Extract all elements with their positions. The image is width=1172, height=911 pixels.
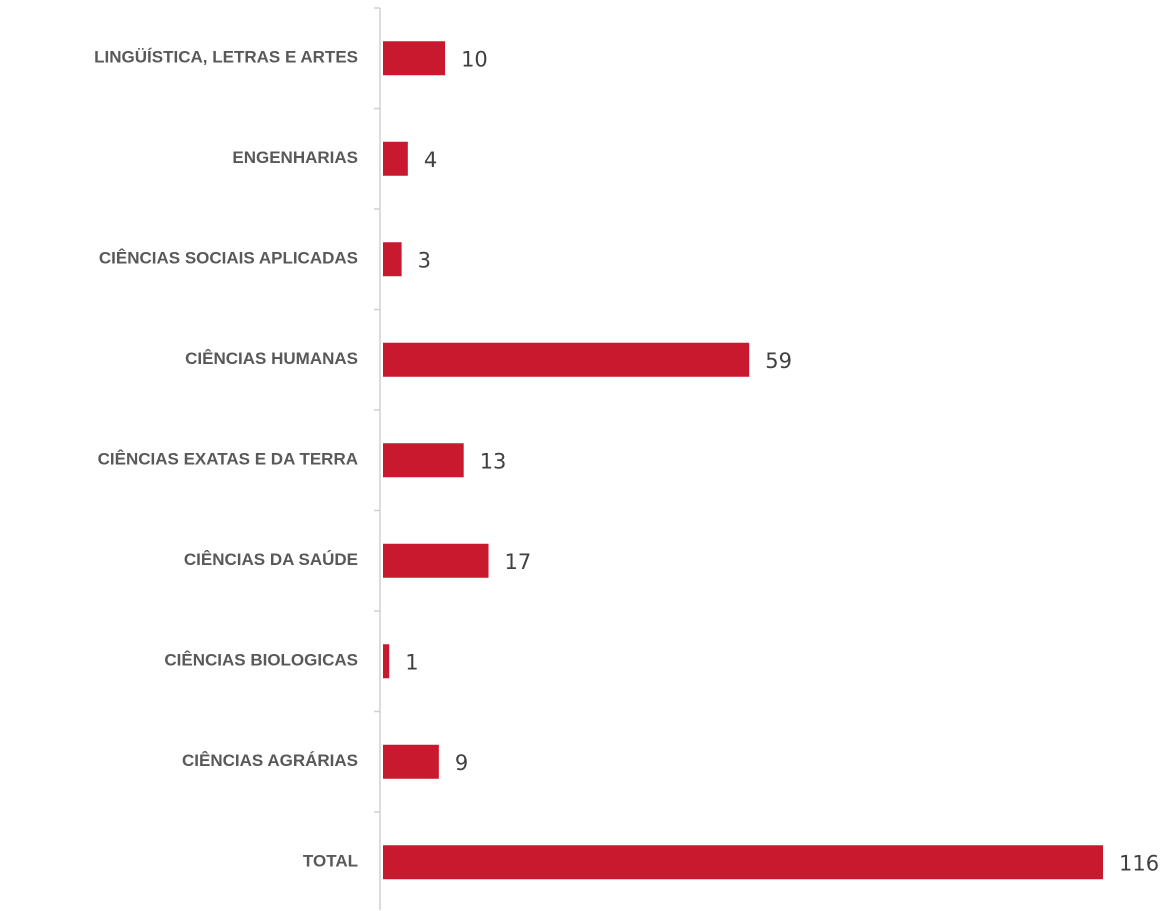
value-label: 59 xyxy=(765,349,792,373)
bar xyxy=(383,41,446,76)
bar xyxy=(383,744,439,779)
value-label: 116 xyxy=(1119,851,1159,875)
value-label: 10 xyxy=(461,47,488,71)
category-label: CIÊNCIAS EXATAS E DA TERRA xyxy=(98,450,358,469)
bar xyxy=(383,845,1103,880)
category-label: TOTAL xyxy=(303,852,358,871)
category-label: ENGENHARIAS xyxy=(232,148,358,167)
category-label: CIÊNCIAS BIOLOGICAS xyxy=(164,651,358,670)
category-label: CIÊNCIAS DA SAÚDE xyxy=(184,550,358,569)
category-label: CIÊNCIAS HUMANAS xyxy=(185,349,358,368)
value-label: 17 xyxy=(505,550,532,574)
bar xyxy=(383,644,390,679)
bar xyxy=(383,443,464,478)
bar xyxy=(383,543,489,578)
value-label: 3 xyxy=(418,248,431,272)
category-label: CIÊNCIAS SOCIAIS APLICADAS xyxy=(99,249,358,268)
bar xyxy=(383,242,402,277)
value-label: 9 xyxy=(455,751,468,775)
category-label: CIÊNCIAS AGRÁRIAS xyxy=(182,751,358,770)
value-label: 13 xyxy=(480,449,507,473)
bar xyxy=(383,342,750,377)
bar xyxy=(383,141,408,176)
value-label: 1 xyxy=(405,650,418,674)
category-label: LINGÜÍSTICA, LETRAS E ARTES xyxy=(94,48,358,67)
value-label: 4 xyxy=(424,148,437,172)
